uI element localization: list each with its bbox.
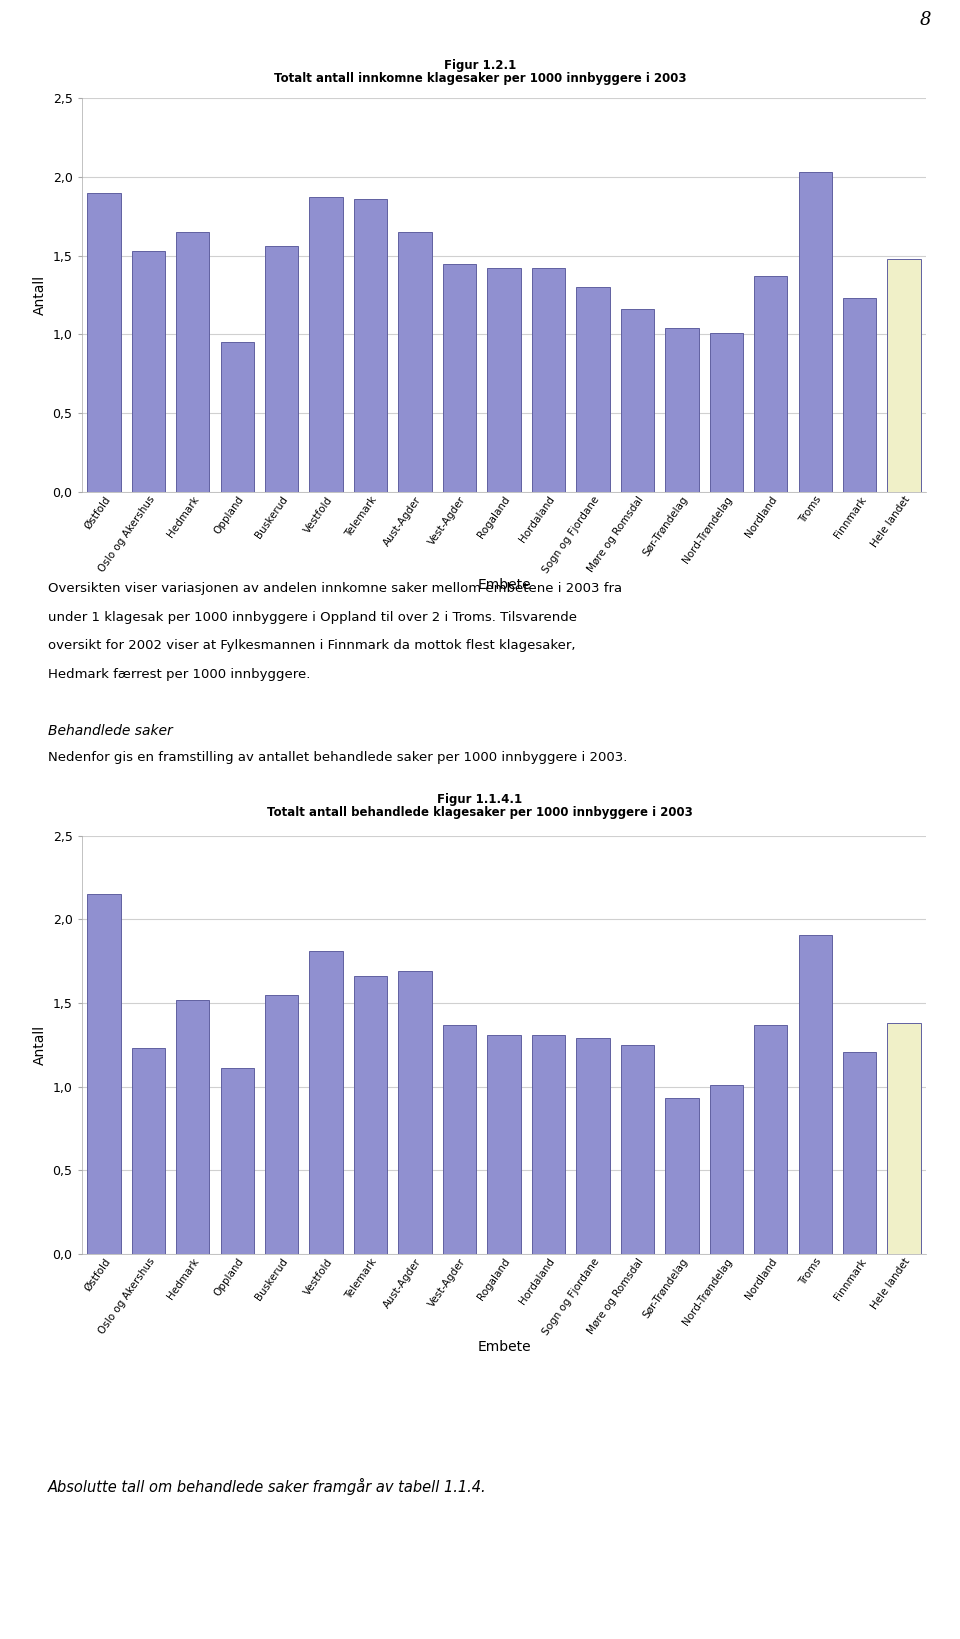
Bar [887, 259, 921, 492]
Bar [132, 1049, 165, 1254]
Text: Absolutte tall om behandlede saker framgår av tabell 1.1.4.: Absolutte tall om behandlede saker framg… [48, 1478, 487, 1495]
Bar [221, 343, 253, 492]
Bar [87, 895, 121, 1254]
Text: Hedmark færrest per 1000 innbyggere.: Hedmark færrest per 1000 innbyggere. [48, 669, 310, 680]
Bar [132, 251, 165, 492]
Bar [532, 269, 565, 492]
X-axis label: Embete: Embete [477, 1339, 531, 1354]
Bar [398, 233, 432, 492]
Text: oversikt for 2002 viser at Fylkesmannen i Finnmark da mottok flest klagesaker,: oversikt for 2002 viser at Fylkesmannen … [48, 639, 575, 652]
Bar [221, 1069, 253, 1254]
Bar [87, 193, 121, 492]
Bar [709, 1085, 743, 1254]
Bar [398, 972, 432, 1254]
Bar [843, 298, 876, 492]
Bar [488, 269, 520, 492]
Y-axis label: Antall: Antall [33, 1024, 47, 1065]
Text: Figur 1.2.1: Figur 1.2.1 [444, 59, 516, 72]
Text: Figur 1.1.4.1: Figur 1.1.4.1 [438, 793, 522, 806]
Text: Nedenfor gis en framstilling av antallet behandlede saker per 1000 innbyggere i : Nedenfor gis en framstilling av antallet… [48, 751, 628, 764]
Bar [576, 1037, 610, 1254]
Text: Behandlede saker: Behandlede saker [48, 724, 173, 739]
Bar [621, 1046, 654, 1254]
Bar [443, 264, 476, 492]
Bar [887, 1023, 921, 1254]
Text: 8: 8 [920, 11, 931, 30]
Bar [621, 310, 654, 492]
Bar [443, 1024, 476, 1254]
Bar [665, 1098, 699, 1254]
Bar [265, 995, 299, 1254]
Bar [755, 1024, 787, 1254]
Bar [354, 198, 387, 492]
X-axis label: Embete: Embete [477, 577, 531, 592]
Bar [354, 977, 387, 1254]
Bar [799, 934, 832, 1254]
Bar [309, 197, 343, 492]
Text: Totalt antall behandlede klagesaker per 1000 innbyggere i 2003: Totalt antall behandlede klagesaker per … [267, 806, 693, 820]
Bar [265, 246, 299, 492]
Bar [843, 1052, 876, 1254]
Bar [755, 275, 787, 492]
Bar [532, 1034, 565, 1254]
Bar [309, 951, 343, 1254]
Bar [799, 172, 832, 492]
Text: under 1 klagesak per 1000 innbyggere i Oppland til over 2 i Troms. Tilsvarende: under 1 klagesak per 1000 innbyggere i O… [48, 610, 577, 623]
Bar [176, 233, 209, 492]
Bar [488, 1034, 520, 1254]
Bar [709, 333, 743, 492]
Bar [576, 287, 610, 492]
Bar [665, 328, 699, 492]
Text: Totalt antall innkomne klagesaker per 1000 innbyggere i 2003: Totalt antall innkomne klagesaker per 10… [274, 72, 686, 85]
Text: Oversikten viser variasjonen av andelen innkomne saker mellom embetene i 2003 fr: Oversikten viser variasjonen av andelen … [48, 582, 622, 595]
Bar [176, 1000, 209, 1254]
Y-axis label: Antall: Antall [33, 275, 47, 315]
